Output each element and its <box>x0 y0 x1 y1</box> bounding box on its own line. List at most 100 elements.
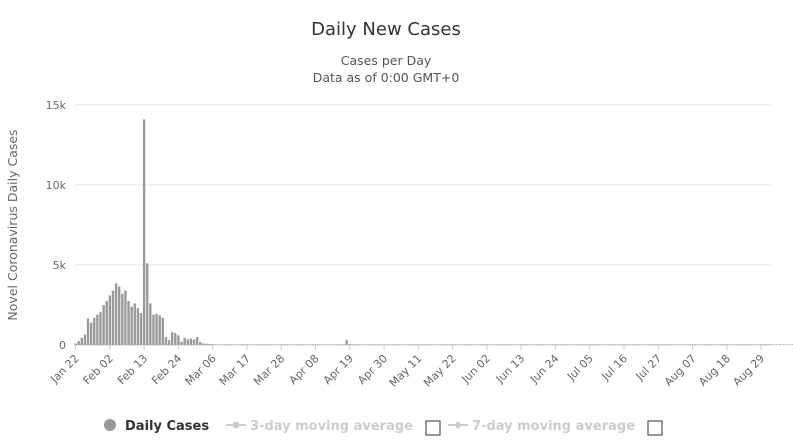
bar[interactable] <box>460 344 464 345</box>
bar[interactable] <box>233 344 236 345</box>
bar[interactable] <box>482 344 485 345</box>
bar[interactable] <box>236 344 239 345</box>
bar[interactable] <box>691 344 694 345</box>
bar[interactable] <box>538 344 542 345</box>
bar[interactable] <box>251 344 255 345</box>
bar[interactable] <box>199 341 202 345</box>
bar[interactable] <box>177 335 180 345</box>
bar[interactable] <box>647 344 651 345</box>
bar[interactable] <box>348 344 351 345</box>
bar[interactable] <box>245 344 249 345</box>
bar[interactable] <box>385 344 389 345</box>
bar[interactable] <box>734 344 738 345</box>
bar[interactable] <box>781 344 785 345</box>
bar[interactable] <box>311 344 314 345</box>
bar[interactable] <box>149 303 152 345</box>
bar[interactable] <box>392 344 395 345</box>
bar[interactable] <box>476 344 479 345</box>
bar[interactable] <box>600 344 604 345</box>
bar[interactable] <box>485 344 489 345</box>
bar[interactable] <box>186 339 189 345</box>
bar[interactable] <box>270 344 274 345</box>
legend-label-7-day-moving-average[interactable]: 7-day moving average <box>472 419 635 434</box>
bar[interactable] <box>728 344 732 345</box>
bar[interactable] <box>389 344 392 345</box>
bar[interactable] <box>326 344 330 345</box>
bar[interactable] <box>370 344 373 345</box>
bar[interactable] <box>345 340 348 345</box>
bar[interactable] <box>217 344 221 345</box>
bar[interactable] <box>775 344 778 345</box>
bar[interactable] <box>189 338 193 345</box>
bar[interactable] <box>398 344 401 345</box>
bar[interactable] <box>342 344 345 345</box>
checkbox-7-day[interactable] <box>647 420 663 436</box>
bar[interactable] <box>697 344 700 345</box>
bar[interactable] <box>395 344 398 345</box>
bar[interactable] <box>572 344 576 345</box>
bar[interactable] <box>672 344 676 345</box>
bar[interactable] <box>710 344 713 345</box>
bar[interactable] <box>791 344 793 345</box>
bar[interactable] <box>401 344 404 345</box>
bar[interactable] <box>650 344 654 345</box>
bar[interactable] <box>535 344 538 345</box>
bar[interactable] <box>778 344 781 345</box>
bar[interactable] <box>594 344 598 345</box>
bar[interactable] <box>361 344 364 345</box>
bar[interactable] <box>470 344 473 345</box>
bar[interactable] <box>223 344 227 345</box>
bar[interactable] <box>211 344 214 345</box>
bar[interactable] <box>174 333 177 345</box>
bar[interactable] <box>379 344 383 345</box>
bar[interactable] <box>675 344 679 345</box>
bar[interactable] <box>700 344 704 345</box>
bar[interactable] <box>554 344 557 345</box>
bar[interactable] <box>719 344 722 345</box>
bar[interactable] <box>613 344 616 345</box>
bar[interactable] <box>731 344 735 345</box>
bar[interactable] <box>454 344 457 345</box>
bar[interactable] <box>295 344 298 345</box>
bar[interactable] <box>591 344 595 345</box>
bar[interactable] <box>498 344 501 345</box>
bar[interactable] <box>248 344 252 345</box>
bar[interactable] <box>99 312 102 345</box>
bar[interactable] <box>725 344 729 345</box>
bar[interactable] <box>526 344 529 345</box>
bar[interactable] <box>544 344 548 345</box>
bar[interactable] <box>133 303 136 345</box>
bar[interactable] <box>158 315 161 345</box>
bar[interactable] <box>632 344 635 345</box>
bar[interactable] <box>161 317 164 345</box>
bar[interactable] <box>114 283 118 345</box>
bar[interactable] <box>320 344 323 345</box>
bar[interactable] <box>108 295 112 345</box>
bar[interactable] <box>142 119 146 346</box>
bar[interactable] <box>292 344 295 345</box>
bar[interactable] <box>772 344 775 345</box>
bar[interactable] <box>629 344 632 345</box>
bar[interactable] <box>136 308 140 345</box>
bar[interactable] <box>666 344 669 345</box>
bar[interactable] <box>638 344 641 345</box>
bar[interactable] <box>504 344 507 345</box>
bar[interactable] <box>146 263 149 345</box>
bar[interactable] <box>117 286 121 345</box>
bar[interactable] <box>716 344 719 345</box>
bar[interactable] <box>339 344 342 345</box>
bar[interactable] <box>180 341 183 345</box>
bar[interactable] <box>77 341 80 345</box>
bar[interactable] <box>787 344 791 345</box>
bar[interactable] <box>367 344 370 345</box>
bar[interactable] <box>273 344 277 345</box>
bar[interactable] <box>519 344 523 345</box>
bar[interactable] <box>164 337 168 345</box>
bar[interactable] <box>516 344 520 345</box>
bar[interactable] <box>513 344 517 345</box>
legend[interactable]: Daily Cases 3-day moving average 7-day mov… <box>104 419 663 436</box>
bar[interactable] <box>432 344 436 345</box>
bar[interactable] <box>466 344 470 345</box>
bar[interactable] <box>170 332 174 345</box>
bar[interactable] <box>706 344 710 345</box>
